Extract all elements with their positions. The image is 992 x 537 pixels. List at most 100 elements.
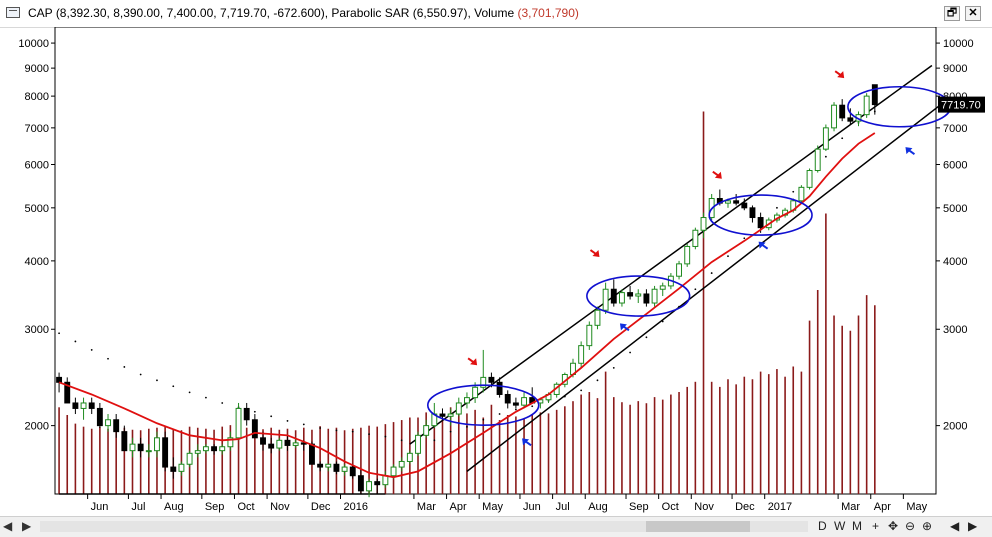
x-tick-label: Oct	[237, 501, 254, 513]
sar-dot	[302, 423, 305, 426]
candle-body	[618, 292, 625, 304]
restore-button[interactable]: 🗗	[944, 6, 960, 21]
candle-body	[317, 463, 324, 468]
plus-icon[interactable]: +	[872, 519, 880, 533]
time-scrollbar[interactable]: ◀ ▶ D W M + ✥ ⊖ ⊕ ◀ ▶	[0, 516, 992, 537]
candle-body	[243, 407, 250, 421]
candle-body	[504, 393, 511, 404]
last-price-label: 7719.70	[941, 100, 981, 112]
sar-dot	[531, 405, 534, 408]
candle-body	[64, 381, 71, 404]
candle-body	[847, 117, 854, 122]
red-arrow-icon	[834, 70, 845, 79]
candle-body	[202, 446, 209, 452]
candle-body	[700, 217, 707, 231]
volume-label: Volume	[474, 6, 515, 20]
sar-dot	[776, 206, 778, 209]
red-arrow-icon	[589, 249, 600, 258]
scroll-right-button[interactable]: ▶	[22, 519, 32, 533]
x-tick-label: Apr	[450, 501, 467, 513]
x-tick-label: 2016	[344, 501, 368, 513]
candle-body	[170, 466, 177, 472]
candle-body	[219, 446, 226, 452]
period-daily-button[interactable]: D	[818, 519, 827, 533]
blue-arrow-icon	[522, 438, 532, 447]
sar-dot	[156, 379, 158, 382]
x-tick-label: Jul	[556, 501, 570, 513]
x-tick-label: Aug	[588, 501, 608, 513]
y-tick-label-left: 2000	[25, 421, 49, 433]
sar-dot	[563, 395, 566, 398]
period-weekly-button[interactable]: W	[834, 519, 846, 533]
candle-body	[260, 437, 266, 445]
candle-body	[357, 475, 364, 492]
candle-body	[137, 443, 144, 452]
candle-body	[871, 84, 878, 106]
candle-body	[96, 407, 103, 427]
candle-body	[464, 397, 470, 404]
candle-body	[194, 450, 201, 454]
candle-body	[863, 95, 870, 116]
scroll-chart-right-icon[interactable]: ▶	[968, 519, 978, 533]
x-tick-label: Oct	[662, 501, 679, 513]
candle-body	[757, 217, 764, 229]
candle-body	[341, 466, 348, 472]
candle-body	[651, 288, 658, 304]
candle-body	[831, 104, 837, 129]
sar-dot	[253, 410, 256, 413]
sar-dot	[596, 379, 599, 382]
candle-body	[366, 481, 373, 492]
red-arrow-icon	[467, 357, 478, 366]
close-button[interactable]: ✕	[965, 6, 981, 21]
candle-body	[325, 463, 332, 468]
x-tick-label: Jul	[131, 501, 145, 513]
y-tick-label-left: 3000	[25, 324, 49, 336]
candle-body	[480, 376, 487, 388]
zoom-in-icon[interactable]: ⊕	[922, 519, 933, 533]
candle-body	[627, 292, 634, 297]
sar-dot	[74, 340, 77, 343]
candle-body	[610, 288, 617, 304]
blue-arrow-icon	[619, 323, 630, 332]
scroll-track[interactable]	[40, 521, 808, 532]
sar-dot	[645, 336, 648, 339]
scroll-chart-left-icon[interactable]: ◀	[950, 519, 960, 533]
candle-body	[822, 127, 829, 150]
scroll-thumb[interactable]	[646, 521, 750, 532]
candle-body	[512, 402, 519, 406]
sar-dot	[107, 357, 109, 360]
sar-dot	[351, 430, 354, 433]
y-tick-label-right: 2000	[943, 421, 967, 433]
blue-arrow-icon	[758, 241, 769, 250]
sar-dot	[661, 320, 664, 323]
pan-icon[interactable]: ✥	[888, 519, 899, 533]
candle-body	[659, 285, 666, 290]
y-tick-label-left: 5000	[25, 203, 49, 215]
x-tick-label: Aug	[164, 501, 184, 513]
candle-body	[129, 443, 136, 452]
candle-body	[276, 439, 283, 449]
candle-body	[292, 442, 299, 446]
candle-body	[72, 402, 79, 409]
y-tick-label-right: 4000	[943, 256, 967, 268]
sar-dot	[123, 366, 126, 368]
sar-dot	[58, 332, 60, 335]
x-tick-label: Dec	[311, 501, 331, 513]
scroll-left-button[interactable]: ◀	[3, 519, 13, 533]
sar-dot	[205, 396, 207, 399]
candle-body	[406, 452, 413, 462]
x-tick-label: Sep	[629, 501, 649, 513]
candle-body	[113, 419, 120, 433]
last-price-box	[938, 96, 985, 113]
candle-body	[806, 170, 813, 188]
sar-dot	[824, 155, 827, 158]
zoom-out-icon[interactable]: ⊖	[905, 519, 916, 533]
period-monthly-button[interactable]: M	[852, 519, 862, 533]
sar-dot	[384, 435, 387, 438]
candle-body	[178, 463, 185, 472]
sar-dot	[580, 389, 583, 392]
candle-body	[211, 446, 218, 452]
y-tick-label-right: 9000	[943, 63, 967, 75]
sar-dot	[368, 433, 370, 435]
sar-dot	[433, 439, 436, 442]
